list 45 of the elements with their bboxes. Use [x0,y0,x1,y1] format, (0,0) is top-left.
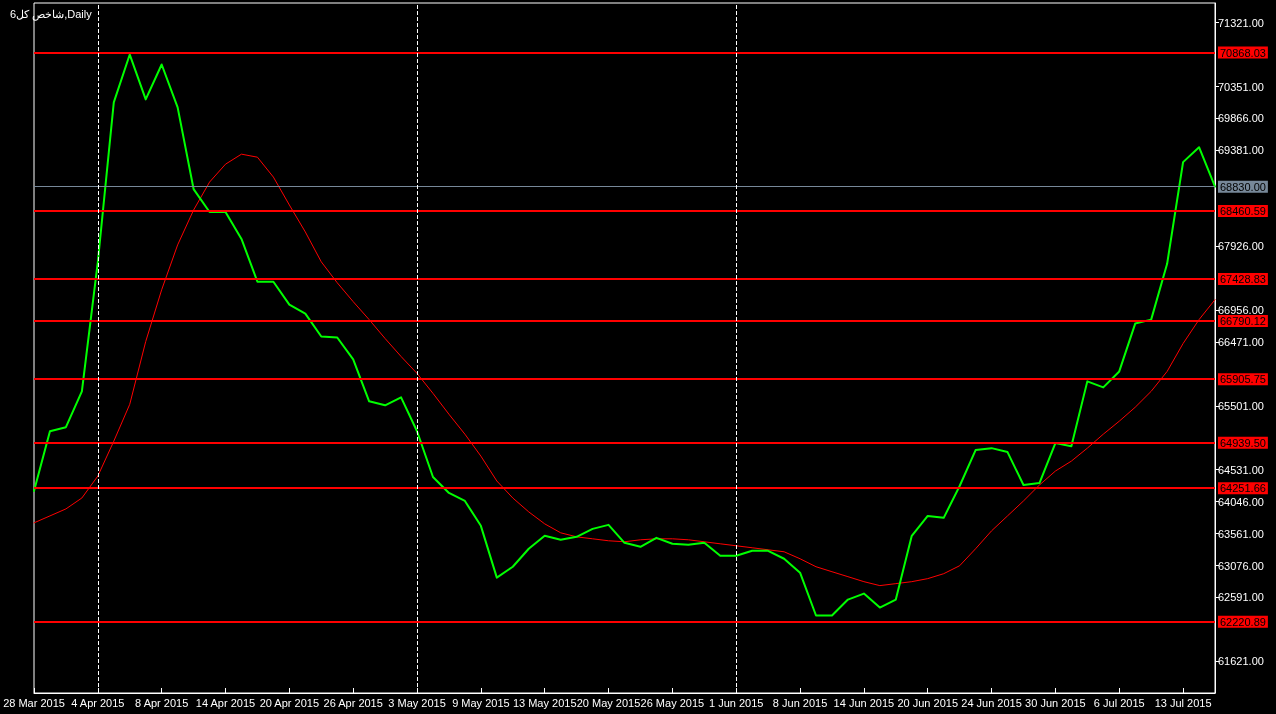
x-tick-label: 26 Apr 2015 [323,696,383,709]
y-tick-label: 66956.00 [1218,304,1264,317]
y-tick-label: 67926.00 [1218,240,1264,253]
line-series [33,53,1216,617]
x-tick-label: 14 Jun 2015 [833,696,895,709]
ref-line-label: 68830.00 [1220,180,1266,193]
y-tick-label: 70351.00 [1218,80,1264,93]
x-tick-label: 4 Apr 2015 [71,696,125,709]
x-tick-label: 24 Jun 2015 [961,696,1022,709]
x-tick-label: 8 Apr 2015 [135,696,189,709]
y-tick-label: 69866.00 [1218,112,1264,125]
x-tick-label: 1 Jun 2015 [709,696,764,709]
ref-line-label: 65905.75 [1220,373,1266,386]
x-tick-label: 14 Apr 2015 [195,696,256,709]
y-tick-label: 66471.00 [1218,336,1264,349]
x-tick-label: 9 May 2015 [452,696,510,709]
y-tick-label: 69381.00 [1218,144,1264,157]
x-tick-label: 20 May 2015 [576,696,641,709]
ref-line-label: 64939.50 [1220,436,1266,449]
x-tick-label: 28 Mar 2015 [3,696,65,709]
ref-line-label: 62220.89 [1220,615,1266,628]
y-tick-label: 62591.00 [1218,591,1264,604]
ref-line-label: 68460.59 [1220,205,1266,218]
x-tick-label: 13 Jul 2015 [1154,696,1212,709]
x-tick-label: 3 May 2015 [388,696,446,709]
x-tick-label: 6 Jul 2015 [1093,696,1145,709]
y-tick-label: 63561.00 [1218,527,1264,540]
line-series [33,153,1216,587]
y-tick-label: 61621.00 [1218,655,1264,668]
ref-line-label: 67428.83 [1220,272,1266,285]
ref-line-label: 66790.12 [1220,315,1266,327]
y-tick-label: 63076.00 [1218,559,1264,572]
y-tick-label: 65501.00 [1218,399,1264,412]
x-tick-label: 8 Jun 2015 [772,696,828,709]
x-tick-label: 20 Apr 2015 [259,696,320,709]
ref-line-label: 64251.66 [1220,482,1266,495]
ref-line-label: 70868.03 [1220,46,1266,59]
y-tick-label: 64531.00 [1218,463,1264,476]
y-tick-label: 71321.00 [1218,16,1264,29]
x-tick-label: 26 May 2015 [640,696,705,709]
chart-title: شاخص کل6,Daily [10,7,93,21]
x-tick-label: 20 Jun 2015 [897,696,959,709]
x-tick-label: 13 May 2015 [512,696,577,709]
y-tick-label: 64046.00 [1218,495,1264,508]
x-tick-label: 30 Jun 2015 [1025,696,1086,709]
